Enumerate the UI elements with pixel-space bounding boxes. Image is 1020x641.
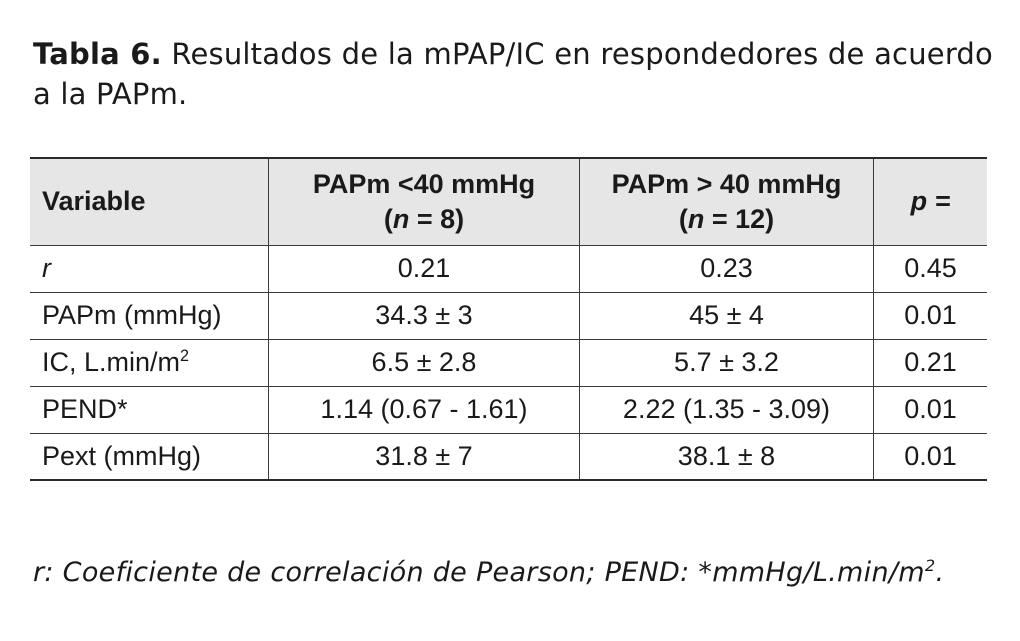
cell-variable: r xyxy=(30,244,269,293)
results-table: Variable PAPm <40 mmHg (n = 8) PAPm > 40… xyxy=(30,157,987,481)
header-variable: Variable xyxy=(30,157,269,246)
header-p-value: p = xyxy=(873,157,987,246)
header-group-over-40: PAPm > 40 mmHg (n = 12) xyxy=(579,157,874,246)
cell-p-value: 0.01 xyxy=(873,291,987,340)
table-caption: Tabla 6. Resultados de la mPAP/IC en res… xyxy=(33,34,993,114)
table-row-papm: PAPm (mmHg) 34.3 ± 3 45 ± 4 0.01 xyxy=(30,291,987,340)
footnote-text: r: Coeficiente de correlación de Pearson… xyxy=(33,557,925,588)
table-row-pend: PEND* 1.14 (0.67 - 1.61) 2.22 (1.35 - 3.… xyxy=(30,385,987,434)
header-group-over-40-label: PAPm > 40 mmHg xyxy=(611,168,842,199)
header-group-over-40-n-open: ( xyxy=(678,203,688,234)
table-caption-label: Tabla 6. xyxy=(33,37,162,71)
cell-p-value: 0.45 xyxy=(873,244,987,293)
cell-group-over-40: 0.23 xyxy=(579,244,874,293)
cell-variable-superscript: 2 xyxy=(180,347,190,365)
footnote-end: . xyxy=(935,557,945,588)
cell-p-value: 0.21 xyxy=(873,338,987,387)
cell-group-under-40: 1.14 (0.67 - 1.61) xyxy=(268,385,580,434)
cell-p-value: 0.01 xyxy=(873,385,987,434)
cell-variable: Pext (mmHg) xyxy=(30,432,269,481)
header-group-over-40-n-rest: = 12) xyxy=(704,203,775,234)
table-row-r: r 0.21 0.23 0.45 xyxy=(30,244,987,293)
header-group-under-40-label: PAPm <40 mmHg xyxy=(312,168,536,199)
header-group-under-40-n-symbol: n xyxy=(392,203,410,234)
table-row-pext: Pext (mmHg) 31.8 ± 7 38.1 ± 8 0.01 xyxy=(30,432,987,481)
header-group-over-40-n-symbol: n xyxy=(687,203,705,234)
cell-variable: IC, L.min/m2 xyxy=(30,338,269,387)
cell-group-under-40: 34.3 ± 3 xyxy=(268,291,580,340)
cell-group-over-40: 2.22 (1.35 - 3.09) xyxy=(579,385,874,434)
cell-group-under-40: 6.5 ± 2.8 xyxy=(268,338,580,387)
cell-variable: PEND* xyxy=(30,385,269,434)
header-group-under-40-n-rest: = 8) xyxy=(409,203,465,234)
table-row-ic: IC, L.min/m2 6.5 ± 2.8 5.7 ± 3.2 0.21 xyxy=(30,338,987,387)
header-group-under-40: PAPm <40 mmHg (n = 8) xyxy=(268,157,580,246)
cell-p-value: 0.01 xyxy=(873,432,987,481)
table-footnote: r: Coeficiente de correlación de Pearson… xyxy=(33,557,944,588)
footnote-superscript: 2 xyxy=(924,556,936,575)
table-caption-text: Resultados de la mPAP/IC en respondedore… xyxy=(33,37,993,111)
cell-group-over-40: 38.1 ± 8 xyxy=(579,432,874,481)
cell-variable: PAPm (mmHg) xyxy=(30,291,269,340)
header-group-under-40-n-open: ( xyxy=(383,203,393,234)
table-header-row: Variable PAPm <40 mmHg (n = 8) PAPm > 40… xyxy=(30,157,987,246)
cell-group-under-40: 31.8 ± 7 xyxy=(268,432,580,481)
cell-group-under-40: 0.21 xyxy=(268,244,580,293)
cell-group-over-40: 5.7 ± 3.2 xyxy=(579,338,874,387)
cell-variable-text: IC, L.min/m xyxy=(42,347,181,377)
cell-group-over-40: 45 ± 4 xyxy=(579,291,874,340)
